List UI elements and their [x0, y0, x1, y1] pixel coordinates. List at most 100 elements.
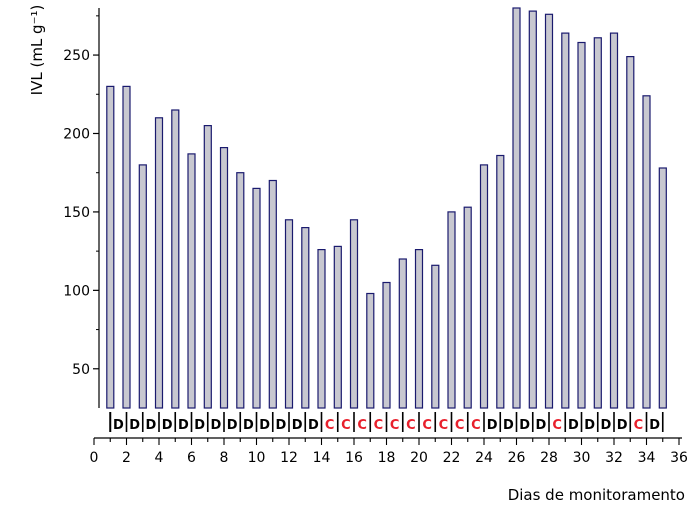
- x-tick-label: 22: [443, 450, 461, 466]
- bar-day-16: [349, 219, 359, 409]
- phase-label: D: [113, 418, 124, 433]
- bar-day-28: [544, 13, 554, 409]
- x-axis-label: Dias de monitoramento: [508, 486, 685, 504]
- x-tick-label: 30: [573, 450, 591, 466]
- phase-label: D: [535, 418, 546, 433]
- bar-day-22: [447, 211, 456, 409]
- phase-label: D: [617, 418, 628, 433]
- phase-label: D: [487, 418, 498, 433]
- x-tick-label: 16: [345, 450, 363, 466]
- phase-label: D: [275, 418, 286, 433]
- x-tick-label: 14: [313, 450, 331, 466]
- y-tick-label: 200: [63, 126, 90, 142]
- bar-day-10: [252, 187, 261, 409]
- bar-day-9: [236, 172, 245, 409]
- bar-day-24: [479, 164, 489, 409]
- phase-label: C: [341, 418, 351, 433]
- phase-label: C: [634, 418, 644, 433]
- y-tick-label: 100: [63, 283, 90, 299]
- bar-day-11: [268, 179, 277, 409]
- phase-label: D: [145, 418, 156, 433]
- phase-label: D: [178, 418, 189, 433]
- x-tick-label: 2: [122, 450, 131, 466]
- bar-day-2: [122, 85, 131, 409]
- bar-day-3: [138, 164, 147, 409]
- x-tick-label: 32: [605, 450, 623, 466]
- bar-day-17: [366, 292, 375, 409]
- phase-label: D: [162, 418, 173, 433]
- bar-day-35: [658, 167, 667, 409]
- x-tick-label: 8: [220, 450, 229, 466]
- x-tick-label: 12: [280, 450, 298, 466]
- x-tick-label: 34: [638, 450, 656, 466]
- phase-label: D: [194, 418, 205, 433]
- bar-day-27: [528, 10, 537, 409]
- phase-label: C: [357, 418, 367, 433]
- bar-day-20: [414, 249, 424, 409]
- x-ticks-group: 0 2 4 6 8 10 12 14 16 18 20 22 24 26 28 30 32 34 36: [90, 438, 688, 466]
- phase-label: C: [325, 418, 335, 433]
- x-tick-label: 36: [670, 450, 688, 466]
- x-tick-label: 6: [187, 450, 196, 466]
- bar-day-15: [333, 245, 342, 409]
- bar-day-21: [431, 264, 440, 409]
- bar-day-4: [154, 117, 164, 409]
- x-tick-label: 24: [475, 450, 493, 466]
- bar-day-14: [317, 249, 326, 409]
- bar-day-1: [106, 85, 115, 409]
- phase-label: D: [292, 418, 303, 433]
- y-tick-label: 250: [63, 48, 90, 64]
- phase-label: C: [390, 418, 400, 433]
- bar-day-31: [593, 37, 602, 409]
- phase-label: D: [503, 418, 514, 433]
- y-ticks-group: 50 100 150 200 250: [63, 15, 99, 378]
- bar-day-34: [642, 95, 651, 409]
- phase-label: C: [406, 418, 416, 433]
- x-tick-label: 26: [508, 450, 526, 466]
- phase-label: D: [519, 418, 530, 433]
- x-tick-label: 20: [410, 450, 428, 466]
- bar-day-12: [284, 219, 294, 409]
- phase-label: C: [455, 418, 465, 433]
- y-tick-label: 150: [63, 205, 90, 221]
- x-tick-label: 28: [540, 450, 558, 466]
- bar-day-5: [171, 109, 180, 409]
- phase-label: D: [129, 418, 140, 433]
- bar-day-25: [496, 154, 505, 409]
- bar-day-26: [512, 7, 521, 409]
- phase-label: C: [552, 418, 562, 433]
- bar-day-23: [463, 206, 472, 409]
- bar-day-18: [382, 281, 391, 409]
- phase-label: C: [422, 418, 432, 433]
- phase-label: D: [243, 418, 254, 433]
- x-tick-label: 18: [378, 450, 396, 466]
- bar-day-6: [187, 153, 196, 409]
- bar-day-13: [301, 227, 310, 409]
- phase-label: D: [600, 418, 611, 433]
- x-tick-label: 0: [90, 450, 99, 466]
- phase-label: C: [439, 418, 449, 433]
- bar-day-7: [203, 124, 212, 409]
- x-tick-label: 10: [248, 450, 266, 466]
- bars-group: [106, 7, 667, 409]
- phase-label: C: [471, 418, 481, 433]
- bar-day-33: [626, 55, 635, 409]
- bar-day-30: [577, 41, 586, 409]
- x-tick-label: 4: [155, 450, 164, 466]
- phase-label: D: [649, 418, 660, 433]
- phase-label: D: [308, 418, 319, 433]
- phase-label: D: [259, 418, 270, 433]
- y-axis-label: IVL (mL g⁻¹): [28, 5, 46, 96]
- y-tick-label: 50: [72, 362, 90, 378]
- bar-day-8: [219, 147, 229, 409]
- phase-label: D: [227, 418, 238, 433]
- phase-label: D: [210, 418, 221, 433]
- phase-label: D: [568, 418, 579, 433]
- bar-day-19: [398, 258, 407, 409]
- bar-day-29: [561, 32, 570, 409]
- phase-label: D: [584, 418, 595, 433]
- bar-day-32: [609, 32, 619, 409]
- phase-label: C: [374, 418, 384, 433]
